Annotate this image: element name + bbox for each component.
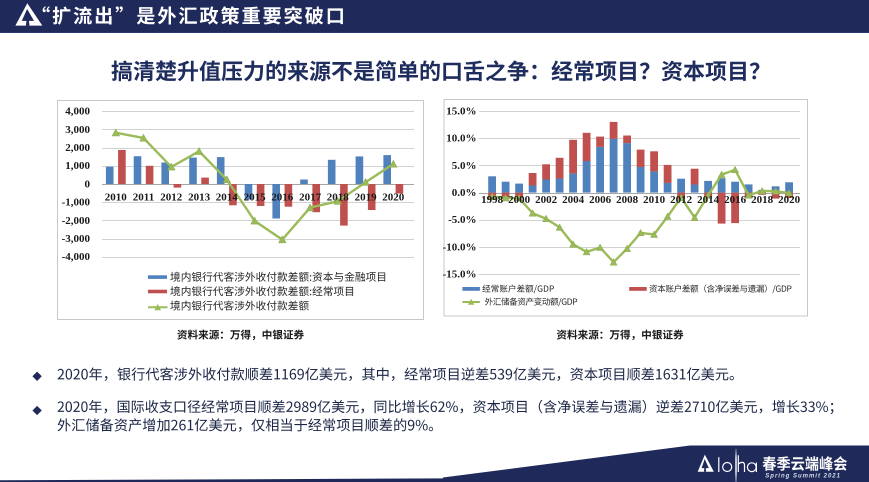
svg-text:15.0%: 15.0% [446,105,476,117]
svg-text:2004: 2004 [562,194,585,206]
svg-text:2000: 2000 [508,194,530,206]
svg-text:2,000: 2,000 [65,142,90,154]
svg-text:2014: 2014 [216,192,239,204]
svg-text:2018: 2018 [751,194,774,206]
svg-text:4,000: 4,000 [65,106,90,118]
svg-text:-5.0%: -5.0% [448,214,476,226]
svg-text:-1,000: -1,000 [62,197,91,209]
svg-text:10.0%: 10.0% [446,133,476,145]
svg-text:2011: 2011 [133,192,154,204]
svg-text:2002: 2002 [535,194,558,206]
svg-text:2010: 2010 [105,192,128,204]
svg-text:2006: 2006 [589,194,612,206]
svg-text:1998: 1998 [481,194,504,206]
svg-text:2012: 2012 [670,194,693,206]
svg-text:2008: 2008 [616,194,639,206]
svg-text:2019: 2019 [355,192,378,204]
svg-text:-4,000: -4,000 [62,251,91,263]
svg-text:-2,000: -2,000 [62,215,91,227]
svg-text:0: 0 [85,178,91,190]
svg-text:2017: 2017 [299,192,322,204]
svg-text:Spring Summit 2021: Spring Summit 2021 [765,473,841,479]
svg-text:2016: 2016 [271,192,294,204]
svg-text:2020: 2020 [382,192,405,204]
svg-text:0.0%: 0.0% [452,187,477,199]
svg-text:3,000: 3,000 [65,124,90,136]
svg-text:2012: 2012 [160,192,183,204]
svg-text:2010: 2010 [643,194,666,206]
svg-text:2014: 2014 [697,194,720,206]
svg-text:2015: 2015 [244,192,267,204]
svg-text:-3,000: -3,000 [62,233,91,245]
svg-text:1,000: 1,000 [65,160,90,172]
svg-text:5.0%: 5.0% [452,160,477,172]
svg-text:2016: 2016 [724,194,747,206]
svg-text:2020: 2020 [778,194,801,206]
svg-text:2018: 2018 [327,192,350,204]
svg-text:2013: 2013 [188,192,211,204]
svg-text:-10.0%: -10.0% [443,241,477,253]
svg-text:-15.0%: -15.0% [443,269,477,281]
